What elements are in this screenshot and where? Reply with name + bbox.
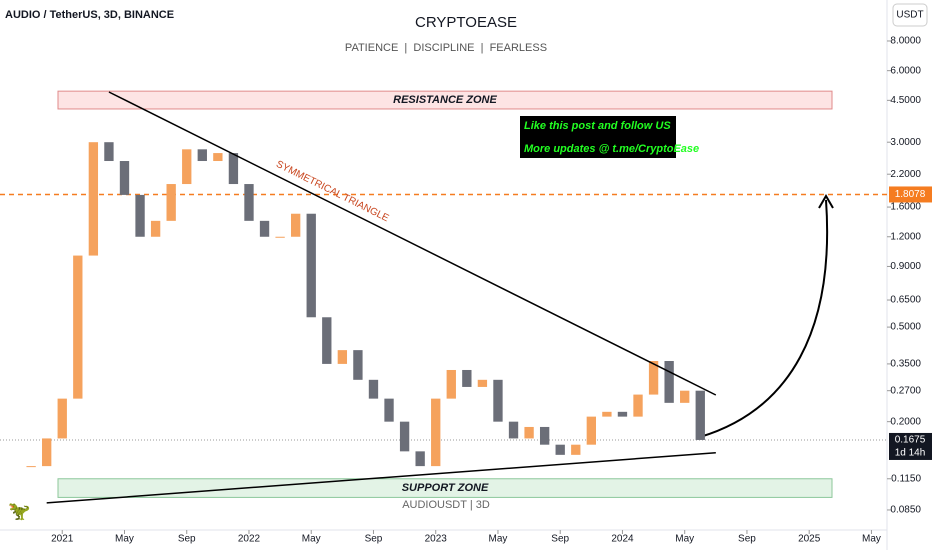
x-tick-label: Sep xyxy=(365,534,383,545)
x-tick-label: Sep xyxy=(738,534,756,545)
candle xyxy=(197,149,207,162)
candle xyxy=(695,390,705,440)
symbol: AUDIO / TetherUS, 3D, BINANCE xyxy=(5,9,174,21)
arrow xyxy=(699,199,829,438)
candle xyxy=(446,369,456,399)
note-box xyxy=(520,116,676,158)
x-tick-label: 2021 xyxy=(51,534,74,545)
candle xyxy=(586,416,597,445)
y-tick-label: 0.5000 xyxy=(890,322,921,333)
x-tick-label: May xyxy=(489,534,508,545)
candle xyxy=(135,194,145,237)
candle xyxy=(259,220,270,237)
y-tick-label: 2.2000 xyxy=(890,169,921,180)
countdown: 1d 14h xyxy=(895,448,926,459)
candle xyxy=(617,411,628,417)
candle xyxy=(244,184,254,221)
last-price-label: 0.1675 xyxy=(895,435,926,446)
logo: 🦖 xyxy=(8,501,30,521)
candle xyxy=(664,361,674,403)
x-tick-label: 2022 xyxy=(238,534,261,545)
trendline xyxy=(46,451,716,504)
candle xyxy=(368,379,379,399)
candle xyxy=(57,398,67,439)
candle xyxy=(166,184,176,221)
candle xyxy=(26,466,36,468)
candle xyxy=(353,350,363,380)
candle xyxy=(104,142,114,162)
x-tick-label: 2024 xyxy=(611,534,634,545)
y-tick-label: 0.2700 xyxy=(890,385,921,396)
x-tick-label: May xyxy=(675,534,694,545)
y-tick-label: 0.3500 xyxy=(890,359,921,370)
candle xyxy=(648,361,659,395)
zone-label: RESISTANCE ZONE xyxy=(393,94,497,106)
candle xyxy=(119,161,130,195)
y-tick-label: 0.9000 xyxy=(890,261,921,272)
arrow-head xyxy=(818,194,834,209)
candle xyxy=(462,369,472,387)
candle xyxy=(150,220,161,237)
zone xyxy=(57,478,833,498)
x-tick-label: 2025 xyxy=(798,534,821,545)
candle xyxy=(399,421,410,452)
note: Like this post and follow US xyxy=(524,120,671,132)
candle xyxy=(493,379,503,422)
y-tick-label: 6.0000 xyxy=(890,65,921,76)
price-tag xyxy=(889,432,932,460)
chart-subtitle: PATIENCE | DISCIPLINE | FEARLESS xyxy=(345,42,547,54)
candle xyxy=(431,398,441,467)
zone-label: SUPPORT ZONE xyxy=(402,482,489,494)
y-tick-label: 0.1150 xyxy=(891,473,921,484)
y-tick-label: 3.0000 xyxy=(890,137,921,148)
candle xyxy=(602,411,612,417)
trendline xyxy=(108,91,717,396)
target-label: 1.8078 xyxy=(895,189,926,200)
x-tick-label: May xyxy=(115,534,134,545)
x-tick-label: May xyxy=(862,534,881,545)
currency-box[interactable] xyxy=(892,3,928,27)
candle xyxy=(555,444,565,455)
watermark: AUDIOUSDT | 3D xyxy=(402,499,490,511)
x-tick-label: May xyxy=(302,534,321,545)
target-tag xyxy=(889,186,932,203)
candle xyxy=(571,444,581,455)
candle xyxy=(213,153,223,162)
candle xyxy=(680,390,690,403)
y-tick-label: 0.2000 xyxy=(890,416,921,427)
zone xyxy=(57,90,833,110)
candle xyxy=(337,350,348,364)
y-tick-label: 0.6500 xyxy=(890,295,921,306)
candle xyxy=(477,379,488,387)
candle xyxy=(228,153,239,185)
candle xyxy=(633,394,643,417)
candle xyxy=(306,213,316,318)
chart-title: CRYPTOEASE xyxy=(415,14,517,31)
candle xyxy=(384,398,394,422)
currency[interactable]: USDT xyxy=(896,10,923,21)
candle xyxy=(322,317,332,364)
candle xyxy=(73,255,83,399)
candle xyxy=(415,451,425,467)
y-tick-label: 8.0000 xyxy=(890,36,921,47)
candle xyxy=(508,421,519,439)
candle xyxy=(42,438,52,467)
candle xyxy=(275,236,285,238)
x-tick-label: Sep xyxy=(178,534,196,545)
y-tick-label: 0.0850 xyxy=(890,505,921,516)
candle xyxy=(290,213,301,237)
y-tick-label: 1.6000 xyxy=(890,202,921,213)
y-tick-label: 1.2000 xyxy=(890,231,921,242)
candle xyxy=(539,426,550,445)
note: More updates @ t.me/CryptoEase xyxy=(524,143,699,155)
y-tick-label: 4.5000 xyxy=(890,95,921,106)
x-tick-label: Sep xyxy=(551,534,569,545)
candle xyxy=(524,426,534,439)
candle xyxy=(182,149,192,185)
candle xyxy=(88,142,99,256)
x-tick-label: 2023 xyxy=(425,534,448,545)
